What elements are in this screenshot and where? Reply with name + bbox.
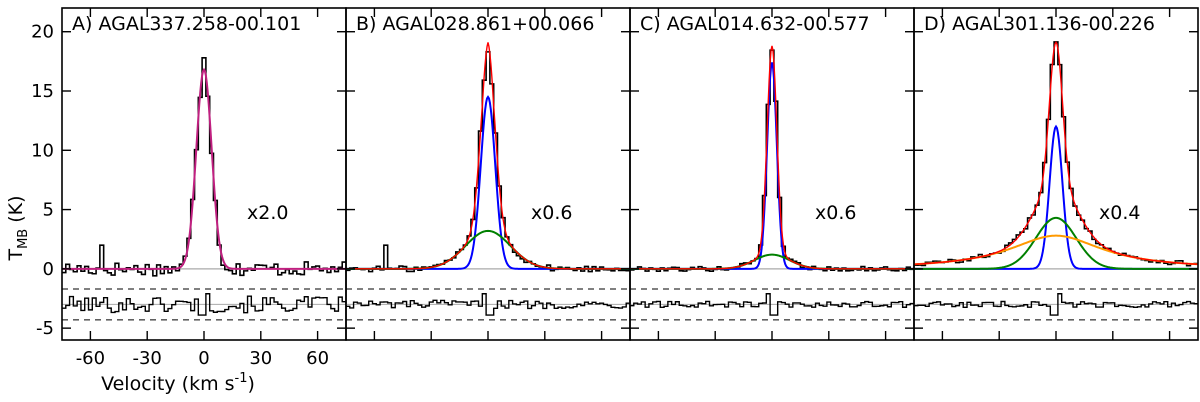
panel-plot-area bbox=[914, 41, 1198, 321]
panel-scale-label: x2.0 bbox=[247, 202, 288, 224]
y-axis-label-unit: (K) bbox=[5, 195, 27, 222]
x-axis-label-text: Velocity (km s bbox=[101, 373, 234, 395]
panel-a: A) AGAL337.258-00.101 x2.0 -5 0 5 10 15 20 -60 -3… bbox=[31, 7, 347, 369]
observed-spectrum bbox=[62, 57, 346, 277]
y-tick-label: 15 bbox=[31, 81, 54, 102]
panel-scale-label: x0.6 bbox=[815, 202, 856, 224]
x-axis-label: Velocity (km s-1) bbox=[101, 371, 255, 395]
y-axis-label-text: TMB (K) bbox=[5, 195, 31, 261]
observed-spectrum bbox=[914, 41, 1198, 267]
observed-spectrum bbox=[346, 51, 630, 273]
spectra-panels: A) AGAL337.258-00.101 x2.0 -5 0 5 10 15 20 -60 -3… bbox=[31, 7, 1199, 369]
y-axis-label: TMB (K) bbox=[5, 195, 31, 261]
panel-plot-area bbox=[346, 42, 630, 321]
fit-total bbox=[346, 42, 630, 270]
x-tick-label: 0 bbox=[198, 348, 209, 369]
y-tick-label: -5 bbox=[36, 318, 54, 339]
x-tick-label: 60 bbox=[306, 348, 329, 369]
panel-title: C) AGAL014.632-00.577 bbox=[640, 13, 870, 35]
residual-spectrum bbox=[62, 293, 346, 316]
residual-spectrum bbox=[914, 293, 1198, 316]
panel-frame bbox=[913, 7, 1199, 341]
panel-d: D) AGAL301.136-00.226 x0.4 bbox=[913, 7, 1199, 341]
fit-component-blue bbox=[346, 95, 630, 270]
panel-plot-area bbox=[62, 57, 346, 321]
x-axis-label-exponent: -1 bbox=[235, 371, 248, 386]
panel-frame bbox=[345, 7, 631, 341]
y-tick-label: 10 bbox=[31, 140, 54, 161]
fit-component-single bbox=[62, 67, 346, 270]
fit-component-green bbox=[914, 216, 1198, 270]
fit-component-blue bbox=[914, 124, 1198, 270]
residual-spectrum bbox=[346, 293, 630, 316]
panel-scale-label: x0.6 bbox=[531, 202, 572, 224]
y-axis-label-subscript: MB bbox=[16, 229, 31, 249]
y-axis-label-main: T bbox=[5, 249, 27, 262]
x-tick-label: -60 bbox=[76, 348, 105, 369]
panel-title: D) AGAL301.136-00.226 bbox=[924, 13, 1155, 35]
x-axis-label-close: ) bbox=[247, 373, 254, 395]
panel-scale-label: x0.4 bbox=[1099, 202, 1140, 224]
panel-c: C) AGAL014.632-00.577 x0.6 bbox=[629, 7, 915, 341]
observed-spectrum bbox=[630, 49, 914, 272]
panel-plot-area bbox=[630, 45, 914, 321]
panel-frame bbox=[629, 7, 915, 341]
x-tick-label: -30 bbox=[132, 348, 161, 369]
x-tick-label: 30 bbox=[249, 348, 272, 369]
y-tick-label: 0 bbox=[43, 259, 54, 280]
y-tick-label: 20 bbox=[31, 22, 54, 43]
panel-title: B) AGAL028.861+00.066 bbox=[356, 13, 594, 35]
fit-total bbox=[914, 41, 1198, 265]
panel-b: B) AGAL028.861+00.066 x0.6 bbox=[345, 7, 631, 341]
fit-total bbox=[630, 45, 914, 270]
residual-spectrum bbox=[630, 293, 914, 316]
panel-title: A) AGAL337.258-00.101 bbox=[72, 13, 301, 35]
fit-component-blue bbox=[630, 62, 914, 270]
fit-component-green bbox=[346, 229, 630, 270]
y-tick-label: 5 bbox=[43, 200, 54, 221]
